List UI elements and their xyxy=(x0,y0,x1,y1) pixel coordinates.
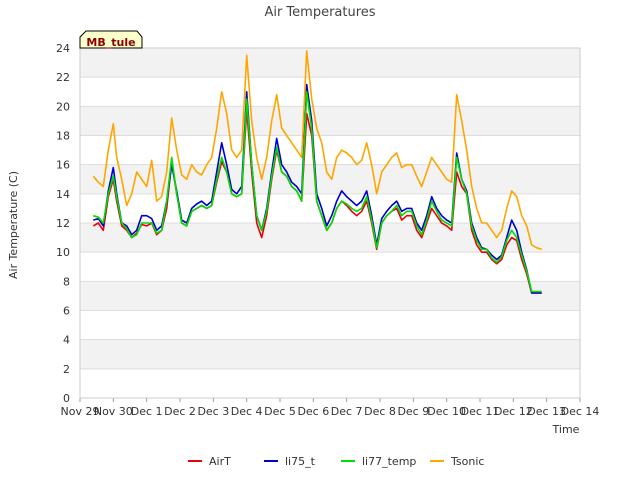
y-tick-label: 12 xyxy=(56,217,70,230)
y-tick-label: 2 xyxy=(63,363,70,376)
plot-band xyxy=(80,281,580,311)
y-tick-label: 20 xyxy=(56,100,70,113)
legend: AirT li75_t li77_temp Tsonic xyxy=(188,455,484,468)
x-tick-label: Dec 10 xyxy=(427,405,466,418)
y-tick-label: 24 xyxy=(56,42,70,55)
y-tick-label: 6 xyxy=(63,305,70,318)
y-tick-label: 18 xyxy=(56,130,70,143)
site-label: MB_tule xyxy=(86,36,135,49)
plot-band xyxy=(80,135,580,165)
legend-label: li75_t xyxy=(285,455,316,468)
legend-item-li77-temp: li77_temp xyxy=(341,455,416,468)
plot-band xyxy=(80,310,580,340)
plot-frame xyxy=(79,47,581,399)
plot-band xyxy=(80,106,580,136)
x-tick-label: Dec 12 xyxy=(494,405,533,418)
x-tick-label: Dec 8 xyxy=(364,405,396,418)
x-tick-label: Nov 29 xyxy=(61,405,100,418)
x-axis-label: Time xyxy=(552,423,580,436)
x-tick-label: Dec 9 xyxy=(397,405,429,418)
y-tick-label: 0 xyxy=(63,392,70,405)
legend-label: AirT xyxy=(209,455,231,468)
y-axis-label: Air Temperature (C) xyxy=(7,171,20,279)
y-tick-label: 22 xyxy=(56,71,70,84)
plot-band xyxy=(80,339,580,369)
y-tick-label: 10 xyxy=(56,246,70,259)
x-tick-label: Dec 6 xyxy=(297,405,329,418)
chart-title: Air Temperatures xyxy=(264,5,375,20)
x-tick-label: Dec 4 xyxy=(231,405,263,418)
x-tick-label: Nov 30 xyxy=(94,405,133,418)
x-tick-label: Dec 13 xyxy=(527,405,566,418)
y-tick-label: 4 xyxy=(63,334,70,347)
series-lines xyxy=(92,50,542,294)
plot-band xyxy=(80,48,580,78)
legend-item-tsonic: Tsonic xyxy=(430,455,484,468)
plot-band xyxy=(80,77,580,107)
x-tick-label: Dec 14 xyxy=(561,405,600,418)
x-tick-label: Dec 3 xyxy=(197,405,229,418)
legend-label: li77_temp xyxy=(362,455,416,468)
plot-band xyxy=(80,368,580,398)
plot-band xyxy=(80,252,580,282)
y-tick-label: 14 xyxy=(56,188,70,201)
site-label-box: MB_tule xyxy=(79,30,143,49)
y-tick-label: 16 xyxy=(56,159,70,172)
x-tick-label: Dec 7 xyxy=(331,405,363,418)
legend-label: Tsonic xyxy=(450,455,484,468)
x-tick-label: Dec 1 xyxy=(131,405,163,418)
site-label-tag-shape xyxy=(79,30,143,49)
x-tick-label: Dec 5 xyxy=(264,405,296,418)
series-line-tsonic xyxy=(92,50,542,251)
series-line-li77-temp xyxy=(93,91,542,293)
x-tick-label: Dec 11 xyxy=(461,405,500,418)
x-tick-label: Dec 2 xyxy=(164,405,196,418)
legend-item-li75-t: li75_t xyxy=(264,455,316,468)
legend-item-airt: AirT xyxy=(188,455,231,468)
y-tick-label: 8 xyxy=(63,275,70,288)
